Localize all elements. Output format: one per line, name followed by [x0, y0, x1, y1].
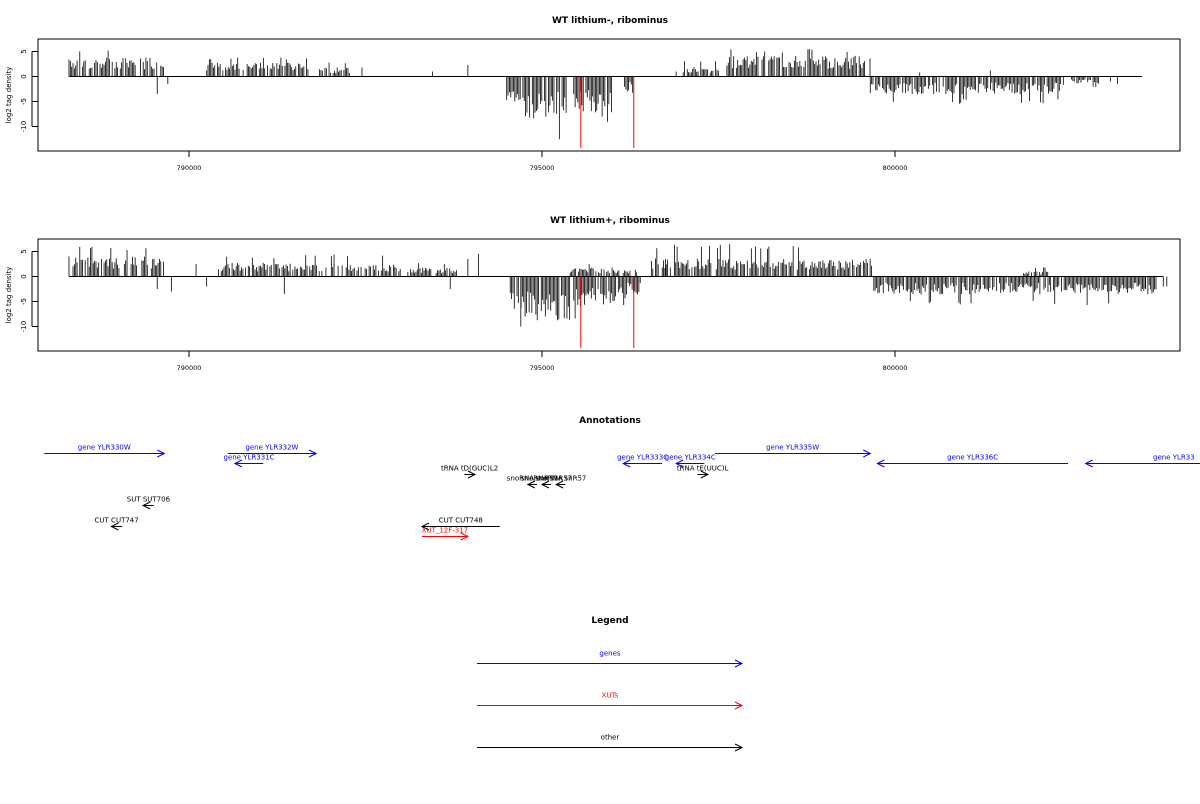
annotations-track: Annotations gene YLR330W gene YLR332Wgene… — [44, 416, 1200, 541]
feature-genes: gene YLR331C — [224, 454, 275, 468]
feature-genes: gene YLR334C — [665, 454, 716, 468]
feature-label: snoRNA snR57 — [507, 475, 558, 483]
x-tick-label: 790000 — [177, 364, 202, 372]
feature-other: tRNA tD(GUC)L2 — [441, 465, 498, 479]
feature-label: CUT CUT747 — [95, 517, 139, 525]
y-tick-label: -10 — [20, 321, 28, 332]
plot-frame — [37, 38, 1181, 152]
legend-arrowhead — [734, 743, 744, 752]
legend-arrowhead — [734, 659, 744, 668]
feature-label: gene YLR331C — [224, 454, 275, 462]
density-bars — [68, 244, 1168, 348]
feature-arrowhead — [157, 449, 166, 458]
feature-label: gene YLR330W — [78, 444, 131, 452]
feature-label: XUT_12F-317 — [422, 527, 469, 535]
feature-label: gene YLR335W — [766, 444, 819, 452]
feature-arrowhead — [700, 470, 710, 479]
feature-other: snoRNA snR57 — [521, 475, 572, 489]
feature-label: CUT CUT748 — [439, 517, 483, 525]
feature-label: snoRNA snR57 — [521, 475, 572, 483]
legend-label: other — [601, 734, 620, 742]
feature-arrowhead — [308, 449, 318, 458]
feature-arrowhead — [233, 459, 243, 468]
legend-label: XUTs — [602, 692, 619, 700]
y-tick-label: -5 — [20, 298, 28, 305]
annotations-title: Annotations — [579, 416, 641, 426]
feature-arrowhead — [110, 522, 119, 531]
legend-entry: genes — [477, 650, 744, 668]
feature-other: tRNA tE(UUC)L — [677, 465, 729, 479]
feature-arrowhead — [863, 449, 872, 458]
feature-other: snoRNA snR57 — [507, 475, 558, 489]
legend-entries: genes XUTs other — [477, 650, 744, 752]
track-panel-lithium-plus: WT lithium+, ribominus log2 tag density … — [5, 216, 1181, 372]
y-axis: 5 0 -5 -10 — [20, 249, 38, 332]
x-tick-label: 800000 — [883, 364, 908, 372]
feature-label: gene YLR33 — [1153, 454, 1195, 462]
track-panel-lithium-minus: WT lithium-, ribominus log2 tag density … — [5, 16, 1181, 172]
y-tick-label: 0 — [20, 274, 28, 278]
feature-arrowhead — [420, 522, 430, 531]
y-tick-label: 0 — [20, 74, 28, 78]
feature-other: snoRNA snR57 — [535, 475, 586, 489]
y-axis-label: log2 tag density — [5, 267, 13, 324]
feature-arrowhead — [555, 480, 564, 489]
feature-arrowhead — [1084, 459, 1093, 468]
feature-label: gene YLR333C — [617, 454, 668, 462]
feature-arrowhead — [526, 480, 536, 489]
feature-label: gene YLR332W — [245, 444, 298, 452]
feature-label: SUT SUT706 — [127, 496, 171, 504]
feature-label: tRNA tE(UUC)L — [677, 465, 729, 473]
x-tick-label: 800000 — [883, 164, 908, 172]
feature-arrowhead — [467, 470, 477, 479]
feature-arrowhead — [141, 501, 151, 510]
feature-genes: gene YLR330W — [44, 444, 166, 458]
feature-genes: gene YLR333C — [617, 454, 668, 468]
feature-arrowhead — [876, 459, 885, 468]
feature-label: tRNA tD(GUC)L2 — [441, 465, 498, 473]
feature-genes: gene YLR332W — [227, 444, 318, 458]
y-axis: 5 0 -5 -10 — [20, 49, 38, 132]
feature-genes: gene YLR33 — [1084, 454, 1200, 468]
feature-arrows: gene YLR330W gene YLR332W gene YLR331C gene… — [44, 444, 1200, 541]
panel-title: WT lithium+, ribominus — [550, 216, 670, 226]
y-tick-label: -5 — [20, 98, 28, 105]
plot-frame — [37, 238, 1181, 352]
feature-arrowhead — [675, 459, 684, 468]
feature-label: snoRNA snR57 — [535, 475, 586, 483]
feature-arrowhead — [460, 532, 469, 541]
legend: Legend genes XUTs other — [477, 616, 744, 752]
y-axis-label: log2 tag density — [5, 67, 13, 124]
y-tick-label: -10 — [20, 121, 28, 132]
feature-arrowhead — [540, 480, 550, 489]
x-tick-label: 795000 — [530, 364, 555, 372]
feature-genes: gene YLR336C — [876, 454, 1068, 468]
x-axis: 790000 795000 800000 — [177, 151, 908, 172]
feature-arrowhead — [622, 459, 631, 468]
y-tick-label: 5 — [20, 249, 28, 253]
feature-other: SUT SUT706 — [127, 496, 171, 510]
feature-genes: gene YLR335W — [714, 444, 872, 458]
panel-title: WT lithium-, ribominus — [552, 16, 668, 26]
x-axis: 790000 795000 800000 — [177, 351, 908, 372]
x-tick-label: 795000 — [530, 164, 555, 172]
legend-entry: other — [477, 734, 744, 752]
legend-entry: XUTs — [477, 692, 744, 710]
feature-XUTs: XUT_12F-317 — [422, 527, 469, 541]
legend-title: Legend — [591, 616, 628, 626]
feature-other: CUT CUT747 — [95, 517, 139, 531]
feature-other: CUT CUT748 — [420, 517, 500, 531]
density-bars — [68, 49, 1143, 148]
x-tick-label: 790000 — [177, 164, 202, 172]
legend-label: genes — [599, 650, 620, 658]
y-tick-label: 5 — [20, 49, 28, 53]
legend-arrowhead — [734, 701, 744, 710]
feature-label: gene YLR336C — [947, 454, 998, 462]
feature-label: gene YLR334C — [665, 454, 716, 462]
